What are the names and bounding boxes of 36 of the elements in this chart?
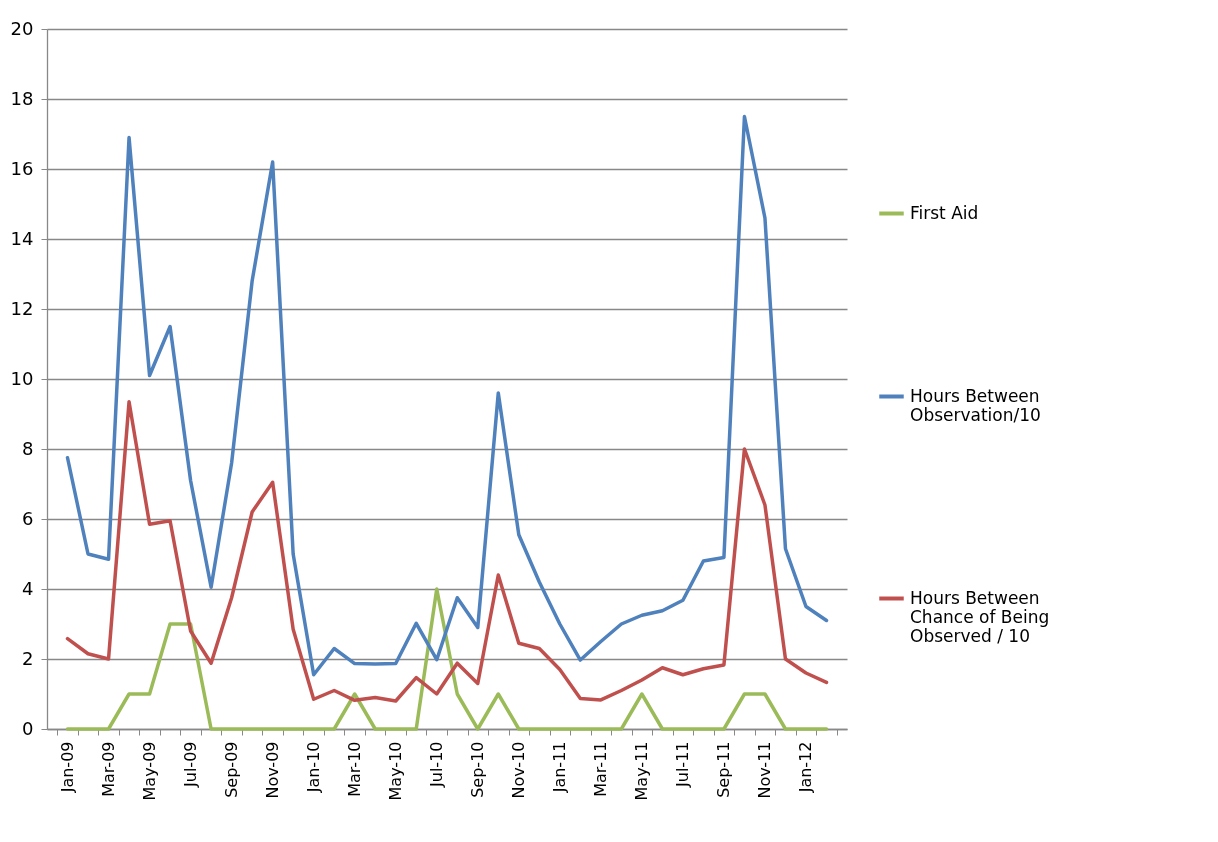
y-tick-label: 20 bbox=[10, 17, 34, 39]
y-tick-label: 4 bbox=[22, 577, 34, 599]
y-tick-label: 6 bbox=[22, 507, 34, 529]
x-tick-label: May-10 bbox=[386, 741, 406, 801]
y-tick-label: 10 bbox=[10, 367, 34, 389]
x-tick-label: May-09 bbox=[140, 741, 160, 801]
x-tick-label: Jul-11 bbox=[673, 741, 693, 788]
y-tick-label: 14 bbox=[10, 227, 34, 249]
y-tick-label: 12 bbox=[10, 297, 34, 319]
legend-label: Hours Between Observation/10 bbox=[910, 385, 1041, 425]
x-tick-label: Jan-10 bbox=[304, 741, 324, 794]
line-series bbox=[65, 587, 829, 731]
y-tick-label: 16 bbox=[10, 157, 34, 179]
x-tick-label: May-11 bbox=[632, 741, 652, 801]
x-tick-label: Sep-10 bbox=[468, 741, 488, 798]
x-tick-label: Jul-10 bbox=[427, 741, 447, 788]
y-tick-label: 8 bbox=[22, 437, 34, 459]
x-tick-label: Jan-11 bbox=[550, 741, 570, 794]
x-tick-label: Mar-11 bbox=[591, 741, 611, 797]
x-tick-label: Nov-11 bbox=[755, 741, 775, 799]
x-tick-label: Jan-09 bbox=[58, 741, 78, 794]
x-tick-label: Jul-09 bbox=[181, 741, 201, 788]
x-tick-label: Mar-10 bbox=[345, 741, 365, 797]
y-tick-label: 2 bbox=[22, 647, 34, 669]
x-tick-label: Nov-10 bbox=[509, 741, 529, 799]
line-series bbox=[65, 114, 829, 677]
line-series bbox=[65, 400, 829, 703]
x-tick-label: Sep-09 bbox=[222, 741, 242, 798]
legend-label: Hours Between Chance of Being Observed / 10 bbox=[910, 587, 1050, 646]
x-tick-label: Mar-09 bbox=[99, 741, 119, 797]
x-tick-label: Nov-09 bbox=[263, 741, 283, 799]
x-tick-label: Sep-11 bbox=[714, 741, 734, 798]
x-tick-label: Jan-12 bbox=[796, 741, 816, 794]
legend-label: First Aid bbox=[910, 202, 979, 223]
y-tick-label: 18 bbox=[10, 87, 34, 109]
y-tick-label: 0 bbox=[22, 717, 34, 739]
